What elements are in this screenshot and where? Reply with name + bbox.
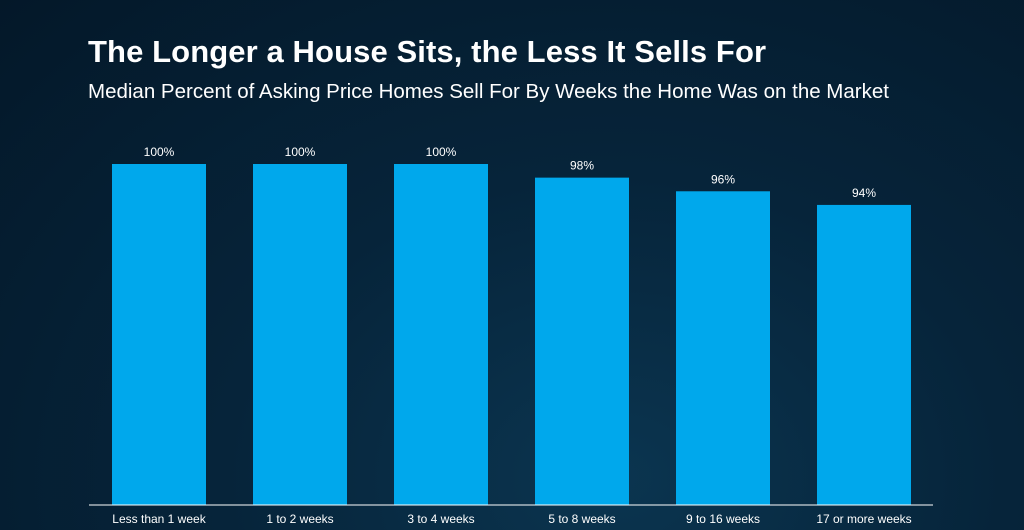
data-label-2: 100% [285, 145, 316, 159]
chart-subtitle: Median Percent of Asking Price Homes Sel… [88, 80, 889, 103]
bar-4 [535, 177, 629, 505]
bar-3 [394, 164, 488, 505]
bar-6 [817, 204, 911, 506]
chart-title: The Longer a House Sits, the Less It Sel… [88, 34, 767, 69]
x-tick-label-3: 3 to 4 weeks [407, 512, 474, 526]
data-label-3: 100% [426, 145, 457, 159]
data-label-1: 100% [144, 145, 175, 159]
data-label-4: 98% [570, 159, 594, 173]
x-tick-label-5: 9 to 16 weeks [686, 512, 760, 526]
x-tick-label-2: 1 to 2 weeks [266, 512, 333, 526]
data-label-6: 94% [852, 186, 876, 200]
bar-2 [253, 164, 347, 505]
x-tick-label-4: 5 to 8 weeks [548, 512, 615, 526]
x-tick-label-1: Less than 1 week [112, 512, 206, 526]
bar-5 [676, 191, 770, 505]
x-tick-label-6: 17 or more weeks [816, 512, 911, 526]
bar-1 [112, 164, 206, 505]
data-label-5: 96% [711, 172, 735, 186]
